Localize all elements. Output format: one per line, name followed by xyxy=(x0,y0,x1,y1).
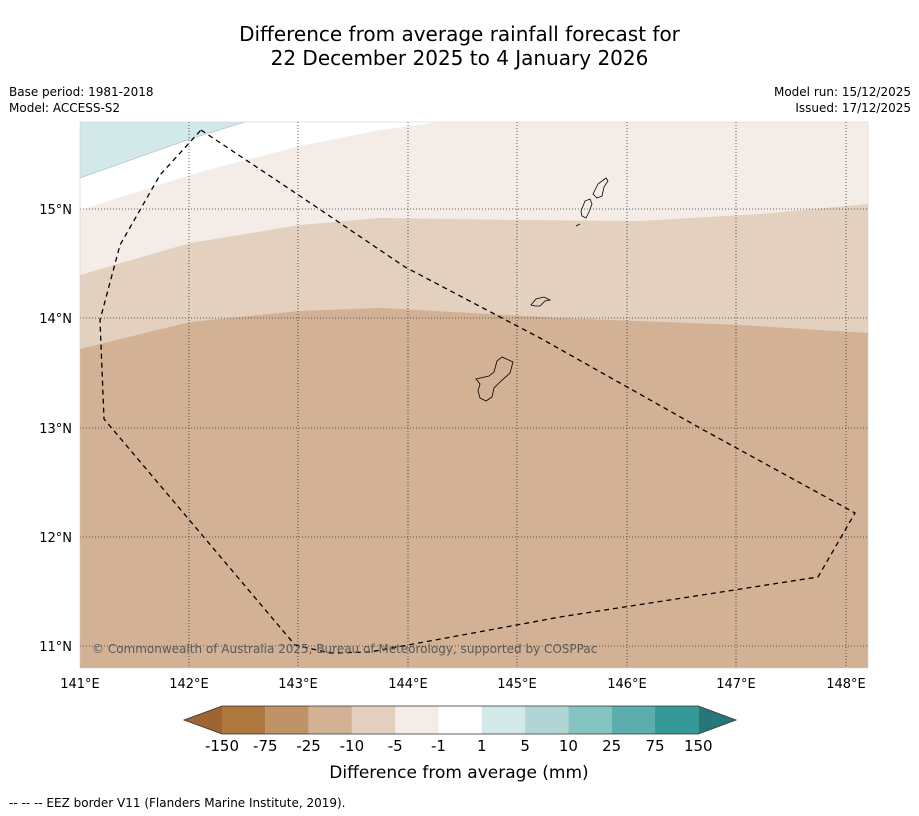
colorbar-swatch xyxy=(568,706,612,734)
lat-label: 13°N xyxy=(39,422,72,437)
colorbar-tick-label: 5 xyxy=(520,737,530,755)
rainfall-field: © Commonwealth of Australia 2025, Bureau… xyxy=(80,122,868,668)
lat-gridlines xyxy=(80,208,868,647)
colorbar-tick-label: -25 xyxy=(296,737,321,755)
colorbar-tick-label: 25 xyxy=(602,737,621,755)
lat-label: 12°N xyxy=(39,531,72,546)
colorbar: -150 -75 -25 -10 -5 -1 1 5 10 25 75 150 … xyxy=(182,705,738,783)
colorbar-extend-high xyxy=(698,706,736,734)
island-tinian xyxy=(580,198,593,219)
meta-right: Model run: 15/12/2025 Issued: 17/12/2025 xyxy=(774,84,911,116)
colorbar-extend-low xyxy=(184,706,222,734)
colorbar-tick-label: 150 xyxy=(684,737,713,755)
island-saipan xyxy=(592,177,609,199)
lon-label: 142°E xyxy=(169,677,209,692)
lat-label: 15°N xyxy=(39,203,72,218)
copyright-text: © Commonwealth of Australia 2025, Bureau… xyxy=(92,642,597,656)
issued-text: Issued: 17/12/2025 xyxy=(795,101,911,115)
colorbar-tick-label: 1 xyxy=(477,737,487,755)
island-guam xyxy=(475,356,514,402)
island-aguijan xyxy=(575,223,581,227)
colorbar-tick-label: -75 xyxy=(253,737,278,755)
colorbar-tick-label: 10 xyxy=(559,737,578,755)
colorbar-swatch xyxy=(308,706,352,734)
colorbar-tick-label: -5 xyxy=(388,737,403,755)
colorbar-swatch xyxy=(655,706,699,734)
colorbar-swatch xyxy=(265,706,309,734)
colorbar-label: Difference from average (mm) xyxy=(329,763,588,783)
band-neg5-neg1 xyxy=(80,122,868,275)
footer-note: -- -- -- EEZ border V11 (Flanders Marine… xyxy=(9,796,346,810)
lat-label: 11°N xyxy=(39,640,72,655)
colorbar-swatch xyxy=(351,706,396,734)
colorbar-swatch xyxy=(525,706,569,734)
lon-gridlines xyxy=(188,122,847,668)
lon-label: 147°E xyxy=(716,677,756,692)
lat-label: 14°N xyxy=(39,312,72,327)
colorbar-ticks: -150 -75 -25 -10 -5 -1 1 5 10 25 75 150 xyxy=(205,737,713,755)
colorbar-swatch xyxy=(611,706,655,734)
lon-label: 145°E xyxy=(497,677,537,692)
lat-labels: 15°N 14°N 13°N 12°N 11°N xyxy=(39,203,72,655)
lon-label: 148°E xyxy=(826,677,866,692)
lon-label: 146°E xyxy=(607,677,647,692)
chart-title: Difference from average rainfall forecas… xyxy=(0,22,919,70)
colorbar-swatch xyxy=(395,706,439,734)
colorbar-swatch xyxy=(222,706,266,734)
base-period-text: Base period: 1981-2018 xyxy=(9,85,154,99)
band-edge-line xyxy=(80,122,246,179)
colorbar-tick-label: -10 xyxy=(340,737,365,755)
lon-label: 144°E xyxy=(388,677,428,692)
eez-border xyxy=(99,129,856,654)
colorbar-tick-label: -1 xyxy=(431,737,446,755)
band-p1-p5 xyxy=(80,122,245,178)
title-line-1: Difference from average rainfall forecas… xyxy=(239,22,680,46)
model-text: Model: ACCESS-S2 xyxy=(9,101,121,115)
colorbar-outline xyxy=(182,705,738,735)
colorbar-swatch xyxy=(481,706,526,734)
map-frame xyxy=(79,121,869,669)
lon-label: 143°E xyxy=(278,677,318,692)
island-rota xyxy=(530,296,552,307)
meta-left: Base period: 1981-2018 Model: ACCESS-S2 xyxy=(9,84,154,116)
colorbar-tick-label: -150 xyxy=(205,737,239,755)
model-run-text: Model run: 15/12/2025 xyxy=(773,85,911,99)
colorbar-swatch xyxy=(438,706,482,734)
title-line-2: 22 December 2025 to 4 January 2026 xyxy=(270,46,649,70)
lon-label: 141°E xyxy=(60,677,100,692)
colorbar-tick-label: 75 xyxy=(645,737,664,755)
lon-labels: 141°E 142°E 143°E 144°E 145°E 146°E 147°… xyxy=(60,677,866,692)
